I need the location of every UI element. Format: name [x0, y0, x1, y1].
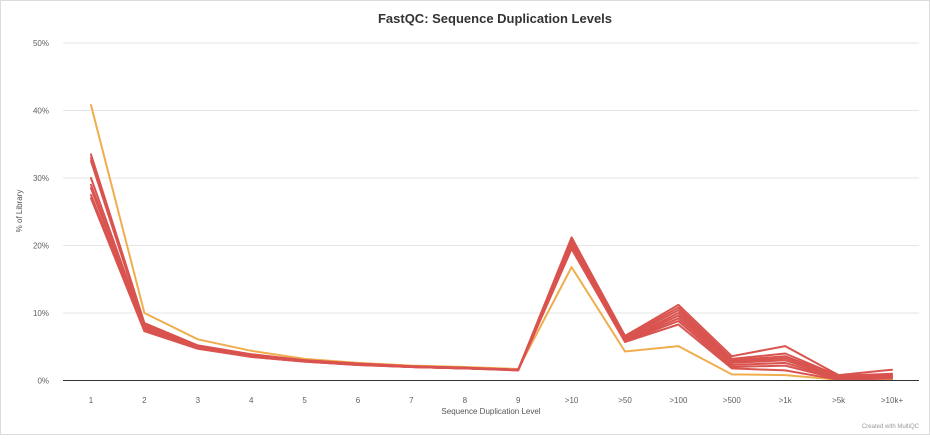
x-tick-label: >10 — [565, 396, 579, 405]
x-tick-label: 7 — [409, 396, 414, 405]
x-tick-label: >500 — [723, 396, 742, 405]
x-tick-label: >1k — [779, 396, 793, 405]
y-tick-label: 20% — [33, 242, 49, 251]
series-line-4[interactable] — [90, 160, 893, 378]
chart-title: FastQC: Sequence Duplication Levels — [378, 11, 612, 26]
x-tick-label: >100 — [669, 396, 688, 405]
y-tick-label: 10% — [33, 309, 49, 318]
grid-lines — [63, 42, 919, 314]
y-axis-label: % of Library — [15, 190, 24, 233]
x-axis-ticks: 1 2 3 4 5 6 7 8 9 >10 >50 >100 >500 >1k >5k >10k+ — [89, 396, 904, 405]
series-lines — [90, 104, 893, 381]
y-tick-label: 50% — [33, 39, 49, 48]
x-tick-label: >50 — [618, 396, 632, 405]
y-tick-label: 40% — [33, 107, 49, 116]
x-tick-label: 8 — [463, 396, 468, 405]
x-tick-label: 5 — [302, 396, 307, 405]
x-tick-label: 6 — [356, 396, 361, 405]
x-tick-label: 1 — [89, 396, 94, 405]
x-tick-label: >5k — [832, 396, 846, 405]
x-tick-label: >10k+ — [881, 396, 904, 405]
y-tick-label: 30% — [33, 174, 49, 183]
x-axis-label: Sequence Duplication Level — [441, 407, 540, 416]
y-tick-label: 0% — [37, 377, 49, 386]
series-line-9[interactable] — [90, 197, 893, 381]
credit-text: Created with MultiQC — [862, 424, 920, 430]
x-tick-label: 2 — [142, 396, 147, 405]
x-tick-label: 3 — [196, 396, 201, 405]
x-tick-label: 9 — [516, 396, 521, 405]
y-axis-ticks: 0% 10% 20% 30% 40% 50% — [33, 39, 49, 386]
x-tick-label: 4 — [249, 396, 254, 405]
series-line-1[interactable] — [90, 104, 893, 381]
